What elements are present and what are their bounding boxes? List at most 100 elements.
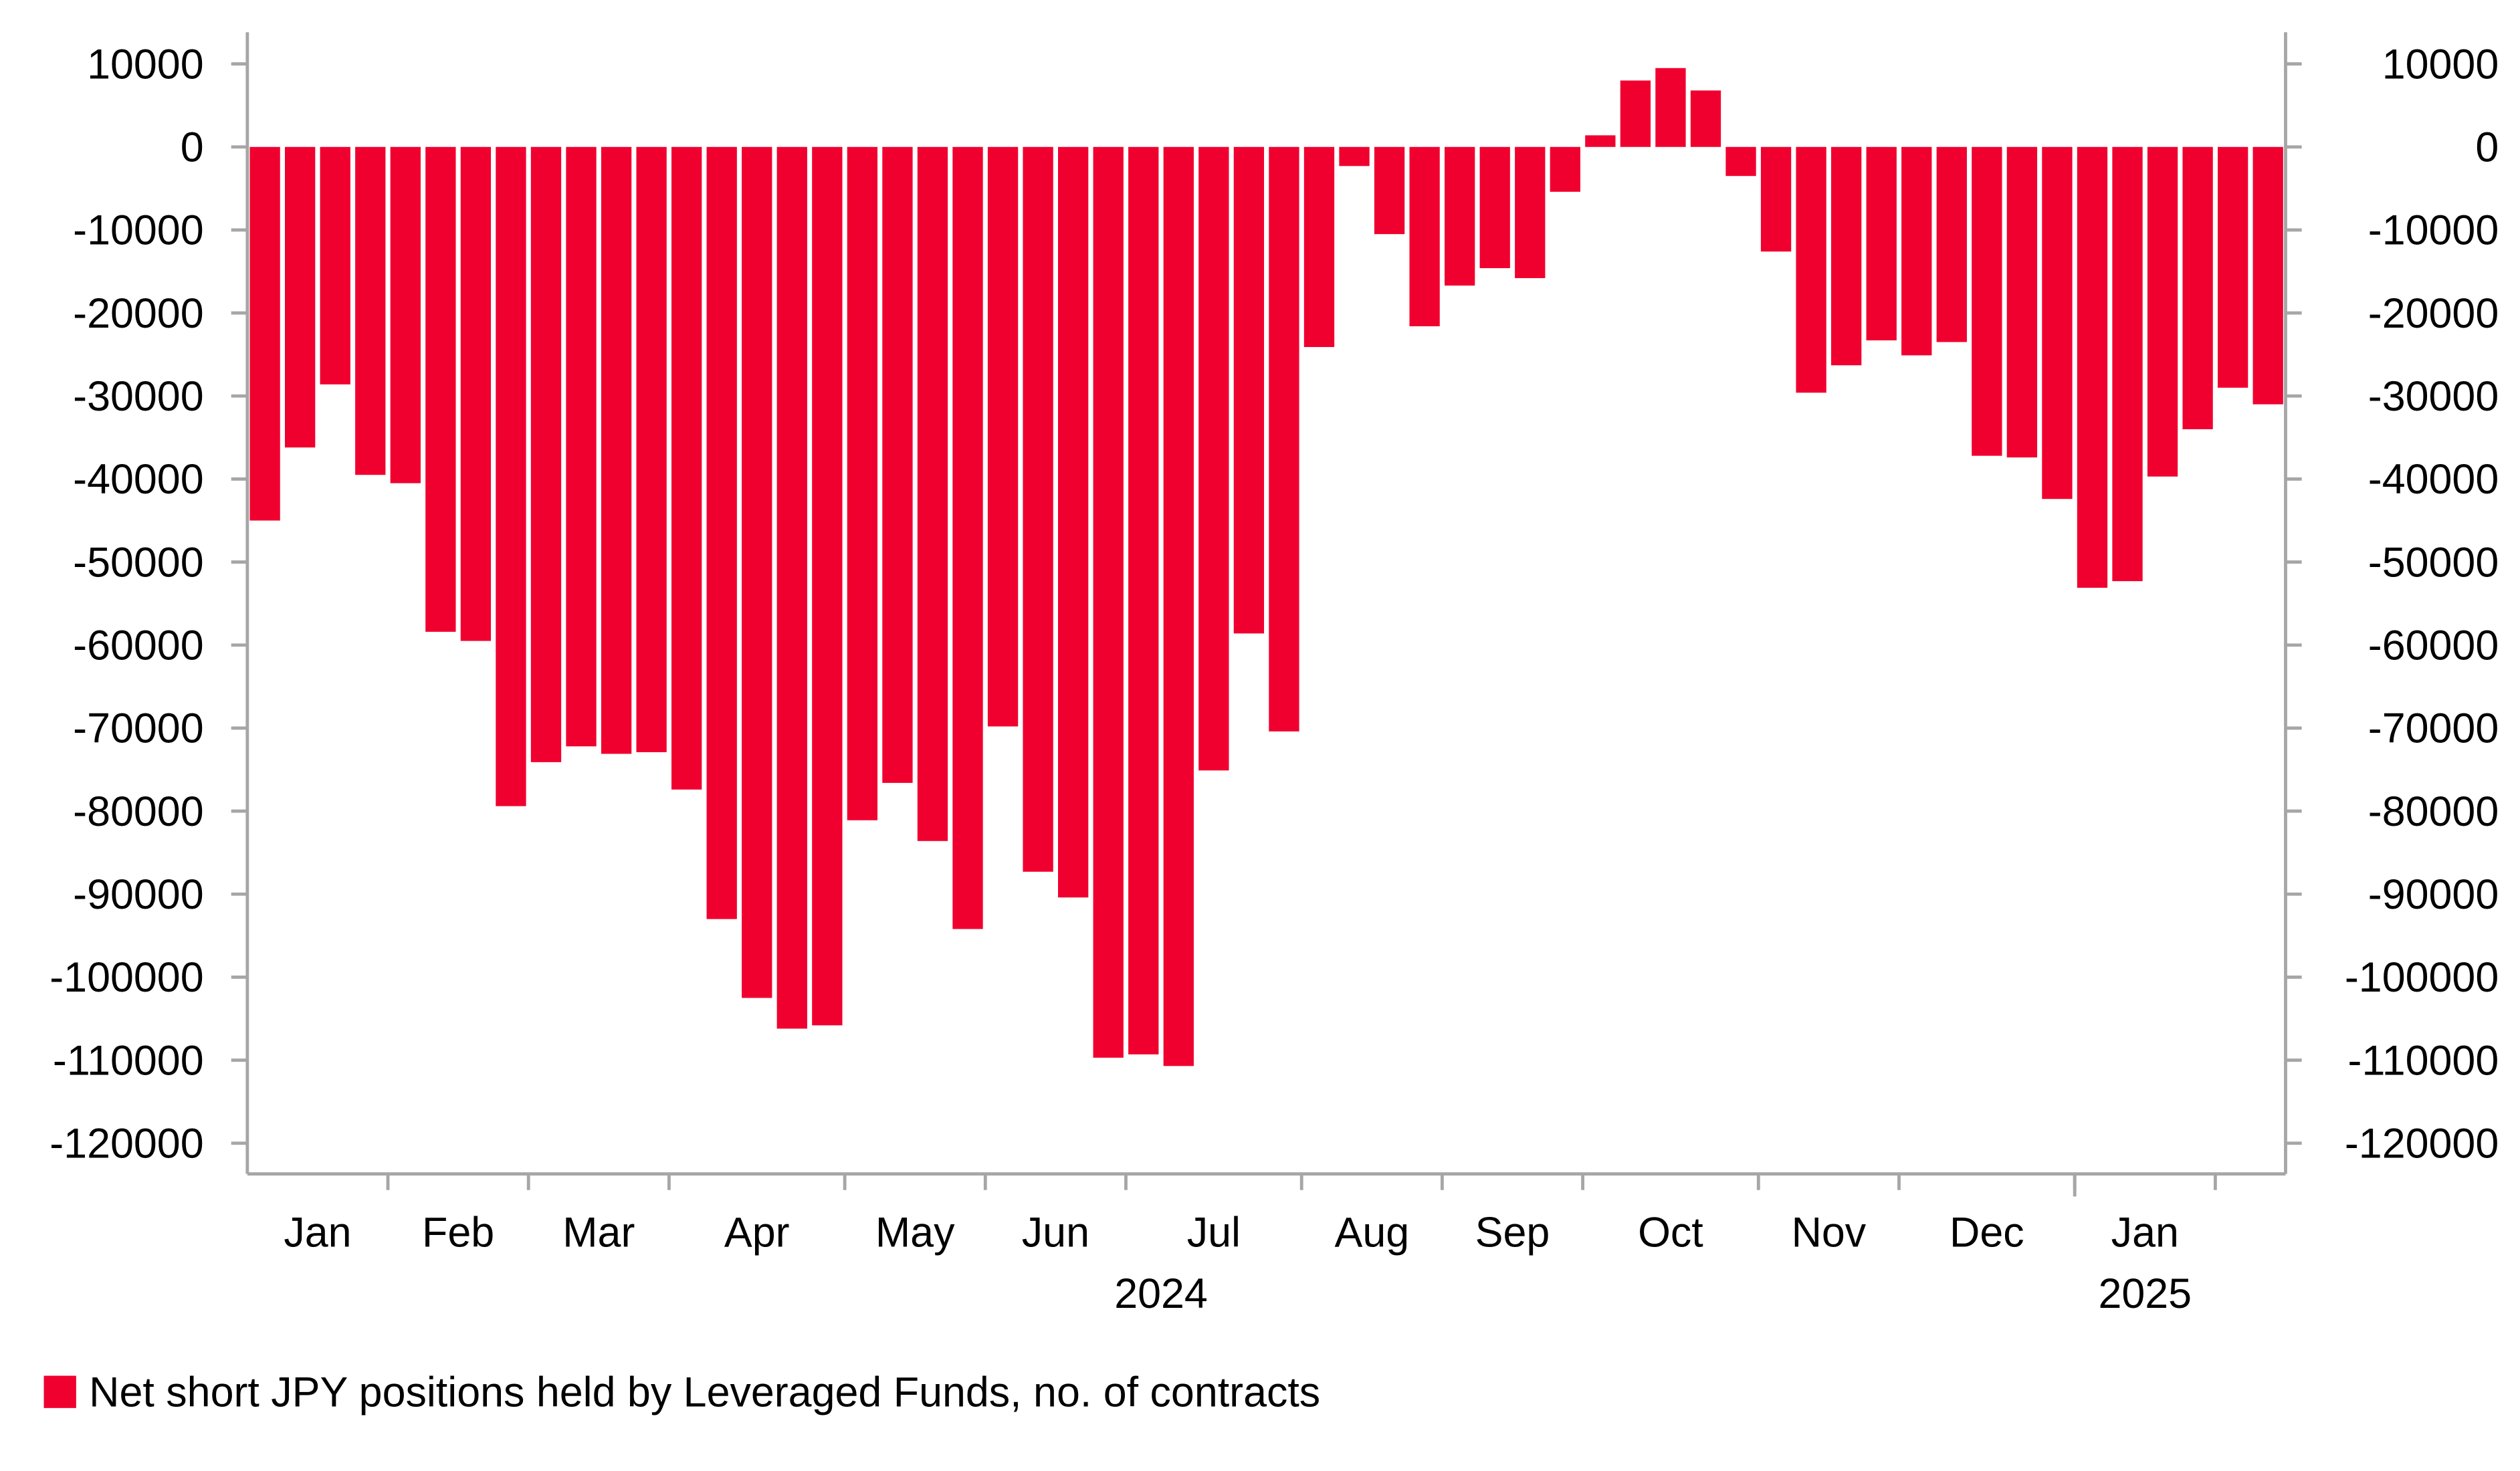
legend-swatch [43,1375,76,1408]
bar [1585,135,1616,147]
y-tick-label-right: -120000 [2345,1121,2499,1167]
y-tick-label-right: -70000 [2368,705,2499,752]
legend-label: Net short JPY positions held by Leverage… [89,1369,1320,1416]
bar [1655,68,1686,147]
bar [917,146,948,841]
bar [1831,146,1862,366]
bar [1058,146,1089,898]
bar [2218,146,2248,388]
bar [566,146,597,747]
x-tick-label-month: Jun [1022,1209,1089,1256]
y-tick-label-right: -50000 [2368,539,2499,586]
y-tick-label-left: 0 [181,124,204,171]
bar [952,146,983,929]
x-tick-label-month: Feb [422,1209,494,1256]
bar [1445,146,1475,286]
bar [425,146,456,632]
x-tick-label-month: Jan [2111,1209,2179,1256]
x-tick-label-month: Sep [1475,1209,1550,1256]
bar [1901,146,1932,356]
y-tick-label-right: -100000 [2345,954,2499,1001]
y-tick-label-left: -90000 [73,871,203,918]
y-tick-label-right: 0 [2475,124,2499,171]
bar [847,146,878,820]
bar [460,146,492,641]
bar [2006,146,2038,458]
y-tick-label-left: 10000 [87,41,204,88]
bar [1550,146,1580,192]
bar [2252,146,2283,405]
bar [1339,146,1370,166]
bar [1866,146,1897,341]
bar [1303,146,1335,348]
bar [601,146,632,754]
y-tick-label-right: -20000 [2368,290,2499,337]
x-tick-label-month: Dec [1950,1209,2024,1256]
x-tick-label-year: 2025 [2098,1270,2192,1317]
bar [1023,146,1053,872]
x-tick-label-month: May [875,1209,955,1256]
bar [636,146,667,752]
bar [1760,146,1792,252]
bar [1936,146,1967,342]
bar [1690,90,1721,147]
bar [1233,146,1265,634]
y-tick-label-right: -60000 [2368,622,2499,669]
bars-group [249,68,2283,1066]
bar [706,146,737,919]
bar [671,146,702,790]
y-tick-label-left: -110000 [53,1037,204,1084]
bar [355,146,386,475]
bar [2112,146,2143,582]
bar [1163,146,1194,1066]
bar [1409,146,1440,326]
x-tick-label-year: 2024 [1114,1270,1208,1317]
y-tick-label-left: -10000 [73,207,203,254]
y-tick-label-left: -70000 [73,705,203,752]
x-tick-label-month: Nov [1792,1209,1867,1256]
bar [1128,146,1159,1054]
bar [1796,146,1826,393]
bar [776,146,807,1029]
y-tick-label-right: -90000 [2368,871,2499,918]
y-tick-label-right: -110000 [2348,1037,2499,1084]
bar [1093,146,1124,1058]
y-tick-label-left: -120000 [49,1121,203,1167]
bar [496,146,526,806]
bar [1479,146,1510,269]
bar [987,146,1019,727]
y-tick-label-left: -40000 [73,456,203,503]
bar [390,146,421,483]
y-tick-label-right: 10000 [2382,41,2499,88]
bar [249,146,280,521]
bar [1198,146,1229,771]
bar [2182,146,2213,429]
y-tick-label-left: -20000 [73,290,203,337]
bar [530,146,562,762]
y-tick-label-right: -40000 [2368,456,2499,503]
bar [1620,80,1651,147]
bar [812,146,843,1026]
y-tick-labels: 10000 10000 0 0 -10000 -10000 -20000 -20000 -300… [49,41,2499,1167]
legend: Net short JPY positions held by Leverage… [43,1369,1320,1416]
y-tick-label-left: -100000 [49,954,203,1001]
bar [1269,146,1299,731]
bar [2147,146,2178,477]
bar [882,146,913,783]
bar [1725,146,1756,177]
y-tick-label-left: -50000 [73,539,203,586]
bar [1374,146,1405,235]
x-tick-label-month: Mar [562,1209,635,1256]
bar [2042,146,2073,499]
y-tick-label-left: -30000 [73,373,203,420]
y-tick-label-left: -80000 [73,788,203,835]
x-tick-label-month: Oct [1638,1209,1703,1256]
x-tick-label-month: Jul [1187,1209,1241,1256]
x-tick-label-month: Apr [724,1209,790,1256]
bar [1972,146,2002,456]
y-tick-label-right: -30000 [2368,373,2499,420]
bar [2077,146,2108,588]
y-tick-label-left: -60000 [73,622,203,669]
y-tick-label-right: -80000 [2368,788,2499,835]
